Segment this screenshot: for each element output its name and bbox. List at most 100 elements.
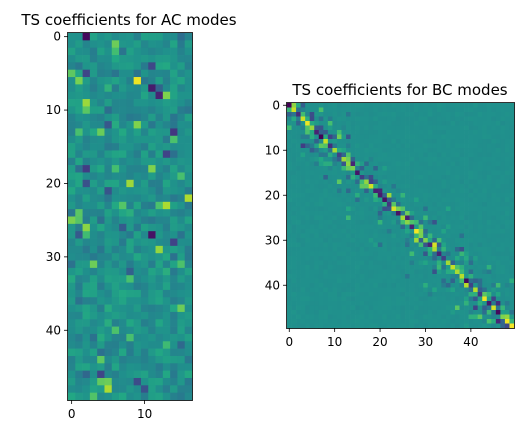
bc-cell [318, 274, 324, 279]
bc-cell [305, 283, 311, 288]
ac-cell [111, 355, 120, 364]
bc-cell [296, 287, 301, 293]
bc-cell [336, 278, 342, 284]
ac-cell [133, 363, 142, 371]
bc-cell [427, 184, 433, 189]
bc-cell [386, 247, 392, 252]
bc-cell [359, 215, 365, 221]
bc-cell [373, 256, 379, 261]
bc-cell [482, 287, 488, 293]
ac-cell [140, 355, 149, 364]
bc-cell [336, 247, 342, 252]
bc-cell [346, 211, 351, 216]
bc-cell [432, 296, 438, 302]
bc-cell [386, 197, 392, 203]
ac-cell [184, 267, 193, 276]
bc-cell [427, 256, 433, 261]
bc-cell [418, 202, 424, 207]
ac-cell [89, 165, 98, 173]
bc-cell [400, 215, 406, 221]
ac-cell [170, 289, 178, 298]
ac-cell [184, 377, 193, 386]
ac-cell [89, 55, 98, 63]
ac-cell [162, 231, 171, 239]
bc-cell [287, 215, 292, 221]
bc-cell [414, 274, 420, 279]
ac-cell [140, 84, 149, 93]
bc-cell [318, 224, 324, 230]
ac-cell [68, 238, 76, 247]
bc-cell [418, 247, 424, 252]
bc-cell [395, 242, 401, 248]
ac-cell [133, 77, 142, 85]
bc-cell [445, 314, 451, 320]
ac-cell [148, 121, 156, 129]
bc-cell [346, 283, 351, 288]
bc-cell [500, 283, 506, 288]
bc-cell [427, 143, 433, 149]
bc-cell [291, 278, 297, 284]
bc-cell [432, 116, 438, 122]
ac-cell [170, 165, 178, 173]
bc-cell [468, 256, 474, 261]
ac-cell [82, 113, 91, 122]
bc-cell [368, 184, 374, 189]
ac-cell [133, 106, 142, 115]
bc-cell [391, 256, 397, 261]
bc-cell [327, 296, 333, 302]
ac-cell [126, 47, 134, 56]
ac-cell [104, 282, 113, 291]
ac-cell [162, 370, 171, 379]
bc-cell [373, 206, 379, 212]
bc-cell [291, 247, 297, 252]
bc-cell [323, 314, 329, 320]
bc-cell [464, 170, 469, 176]
bc-cell [309, 170, 315, 176]
bc-cell [341, 274, 347, 279]
bc-cell [350, 112, 356, 117]
bc-cell [332, 247, 338, 252]
bc-cell [386, 305, 392, 311]
bc-cell [355, 152, 360, 158]
bc-cell [454, 184, 460, 189]
ac-cell [133, 392, 142, 401]
bc-cell [291, 269, 297, 275]
bc-cell [477, 301, 483, 306]
ac-cell [148, 363, 156, 371]
ac-cell [170, 99, 178, 107]
bc-cell [414, 242, 420, 248]
bc-cell [405, 323, 410, 329]
bc-cell [314, 292, 320, 297]
bc-cell [468, 121, 474, 126]
bc-cell [436, 157, 442, 162]
bc-cell [432, 121, 438, 126]
ac-cell [148, 143, 156, 151]
bc-cell [400, 301, 406, 306]
bc-cell [318, 175, 324, 180]
bc-cell [495, 143, 501, 149]
bc-cell [359, 188, 365, 194]
bc-cell [355, 247, 360, 252]
ac-cell [104, 238, 113, 247]
bc-cell [296, 202, 301, 207]
bc-cell [309, 161, 315, 167]
bc-cell [287, 319, 292, 324]
bc-cell [450, 260, 456, 266]
bc-cell [350, 143, 356, 149]
bc-cell [504, 301, 510, 306]
bc-cell [495, 220, 501, 225]
ac-cell [184, 341, 193, 349]
bc-cell [509, 301, 515, 306]
bc-cell [400, 134, 406, 140]
ac-cell [68, 245, 76, 254]
ac-cell [126, 370, 134, 379]
bc-cell [409, 112, 415, 117]
bc-cell [418, 148, 424, 153]
bc-cell [350, 265, 356, 270]
bc-cell [441, 139, 447, 144]
bc-cell [509, 310, 515, 315]
bc-cell [364, 323, 370, 329]
bc-cell [355, 292, 360, 297]
bc-cell [314, 242, 320, 248]
ac-cell [162, 62, 171, 71]
